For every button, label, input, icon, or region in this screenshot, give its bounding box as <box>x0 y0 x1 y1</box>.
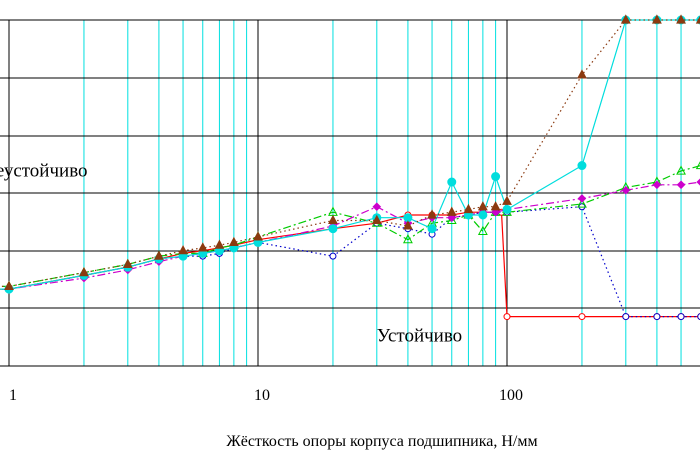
data-point <box>371 214 382 225</box>
data-point <box>122 258 133 268</box>
data-point <box>491 207 500 217</box>
data-point <box>577 198 587 208</box>
data-point <box>372 202 382 212</box>
data-point <box>402 220 413 230</box>
x-tick-label: 1 <box>9 387 17 404</box>
data-point <box>4 280 14 290</box>
data-point <box>197 242 208 252</box>
data-point <box>79 266 89 277</box>
data-point <box>651 14 662 24</box>
data-point <box>328 214 338 225</box>
annotations: Неустойчиво Устойчиво <box>0 161 462 347</box>
data-point <box>620 14 631 24</box>
data-point <box>676 165 686 175</box>
data-point <box>477 201 488 211</box>
region-label-stable: Устойчиво <box>377 325 462 346</box>
data-point <box>253 231 263 241</box>
data-point <box>214 239 225 249</box>
data-point <box>697 313 700 320</box>
data-point <box>621 185 631 195</box>
data-point <box>490 201 501 211</box>
data-point <box>178 245 188 255</box>
data-point <box>478 210 488 220</box>
data-point <box>447 177 457 187</box>
data-point <box>502 195 512 205</box>
data-point <box>695 161 700 170</box>
data-point <box>491 172 501 182</box>
data-point <box>696 178 700 186</box>
x-axis-label: Жёсткость опоры корпуса подшипника, Н/мм <box>226 433 537 450</box>
data-point <box>503 313 511 321</box>
data-point <box>653 313 661 321</box>
data-point <box>502 204 512 214</box>
x-tick-label: 10 <box>254 387 270 404</box>
data-point <box>578 313 586 321</box>
data-point <box>652 180 662 190</box>
data-point <box>446 206 457 216</box>
data-point <box>402 234 413 244</box>
region-label-unstable: Неустойчиво <box>0 161 88 182</box>
series-6 <box>0 14 700 290</box>
data-point <box>228 236 239 247</box>
data-point <box>463 203 474 214</box>
data-point <box>153 250 164 260</box>
data-point <box>577 194 587 203</box>
data-point <box>676 14 686 24</box>
data-point <box>329 252 337 260</box>
data-point <box>447 213 457 223</box>
data-point <box>328 224 338 234</box>
series-line <box>0 165 700 287</box>
tick-labels: 1 10 100 <box>9 387 523 404</box>
series-layer <box>0 14 700 321</box>
x-tick-label: 100 <box>499 387 523 404</box>
data-point <box>677 313 685 321</box>
data-point <box>427 209 437 219</box>
data-point <box>427 224 437 234</box>
data-point <box>676 180 686 190</box>
data-point <box>577 69 587 79</box>
data-point <box>577 161 587 171</box>
data-point <box>622 313 630 321</box>
data-point <box>477 225 488 236</box>
data-point <box>695 15 700 24</box>
